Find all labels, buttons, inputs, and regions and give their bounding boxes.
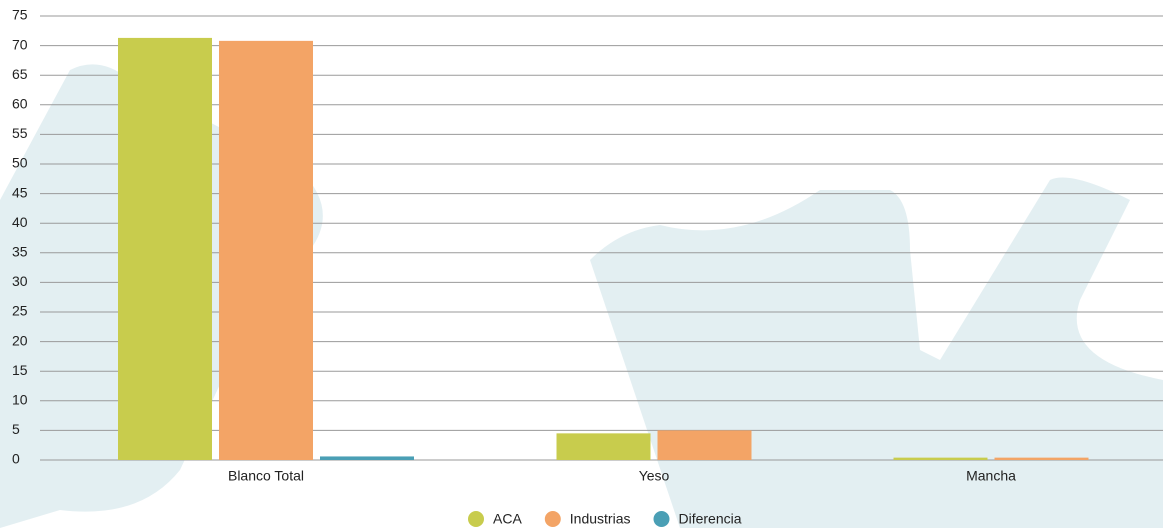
bar [556, 433, 651, 460]
y-tick-label: 70 [12, 36, 28, 52]
legend-label: ACA [493, 511, 522, 527]
bar [657, 430, 752, 460]
legend-swatch [468, 511, 484, 527]
bar [219, 40, 313, 460]
y-tick-label: 10 [12, 392, 28, 408]
y-tick-label: 55 [12, 125, 28, 141]
legend-label: Industrias [570, 511, 631, 527]
y-tick-label: 35 [12, 244, 28, 260]
legend-swatch [544, 511, 561, 527]
y-tick-label: 25 [12, 303, 28, 319]
bar [320, 456, 414, 460]
y-tick-label: 20 [12, 332, 28, 348]
y-tick-label: 75 [12, 7, 28, 23]
y-tick-label: 15 [12, 362, 28, 378]
legend-swatch [653, 511, 670, 527]
y-tick-label: 40 [12, 214, 28, 230]
y-tick-label: 50 [12, 155, 28, 171]
bar [893, 457, 988, 460]
y-tick-label: 30 [12, 273, 28, 289]
bar [118, 37, 212, 461]
y-tick-label: 60 [12, 96, 28, 112]
bar [994, 457, 1089, 460]
x-tick-label: Yeso [639, 468, 670, 484]
y-tick-label: 65 [12, 66, 28, 82]
y-tick-label: 5 [12, 421, 20, 437]
x-tick-label: Mancha [966, 468, 1016, 484]
y-tick-label: 0 [12, 451, 20, 467]
y-tick-label: 45 [12, 184, 28, 200]
legend-label: Diferencia [679, 511, 742, 527]
x-tick-label: Blanco Total [228, 468, 304, 484]
